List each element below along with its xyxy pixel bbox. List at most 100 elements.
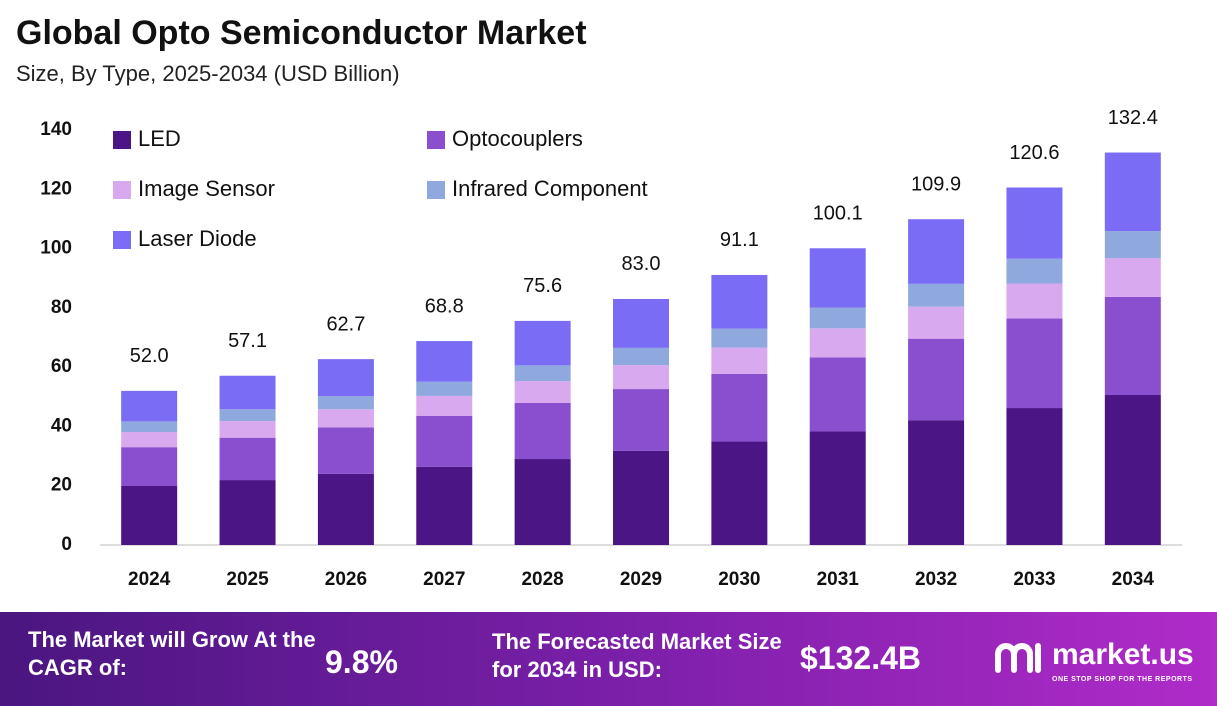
total-label: 100.1 — [813, 203, 863, 225]
bar-segment — [1104, 258, 1161, 297]
bar-segment — [711, 274, 768, 329]
bar-segment — [711, 373, 768, 442]
bar-segment — [219, 480, 276, 545]
legend-label: Laser Diode — [138, 226, 257, 251]
bar-segment — [121, 447, 178, 487]
bar-segment — [514, 459, 571, 545]
y-tick-label: 120 — [40, 178, 72, 199]
bar-segment — [1006, 318, 1063, 409]
bar-segment — [317, 427, 374, 474]
bar-segment — [908, 219, 965, 284]
bar-segment — [809, 248, 866, 308]
y-tick-label: 40 — [51, 415, 72, 436]
bar-segment — [613, 298, 669, 348]
total-label: 57.1 — [228, 330, 267, 352]
bar-segment — [1006, 283, 1063, 319]
bar-segment — [1006, 408, 1063, 545]
bar-segment — [1104, 395, 1161, 545]
bar-segment — [809, 431, 866, 545]
y-tick-label: 80 — [51, 297, 72, 318]
forecast-text: The Forecasted Market Size for 2034 in U… — [492, 629, 782, 682]
bar-segment — [809, 357, 866, 432]
legend-label: LED — [138, 126, 181, 151]
bar-segment — [416, 415, 473, 467]
tagline: ONE STOP SHOP FOR THE REPORTS — [1052, 676, 1193, 683]
x-tick-label: 2031 — [817, 569, 860, 590]
bar-segment — [121, 421, 178, 433]
bar-segment — [613, 365, 669, 390]
total-label: 109.9 — [911, 174, 961, 196]
chart-title: Global Opto Semiconductor Market — [16, 14, 587, 52]
legend-swatch — [113, 231, 131, 249]
x-tick-label: 2033 — [1013, 569, 1055, 590]
y-tick-label: 60 — [51, 356, 72, 377]
bar-segment — [219, 437, 276, 481]
legend-label: Image Sensor — [138, 176, 275, 201]
bar-segment — [121, 486, 178, 545]
cagr-value: 9.8% — [325, 644, 398, 680]
forecast-value: $132.4B — [800, 640, 921, 676]
bar-segment — [908, 338, 965, 421]
total-label: 91.1 — [720, 229, 759, 251]
bar-segment — [908, 420, 965, 545]
x-tick-label: 2024 — [128, 569, 171, 590]
bar-segment — [1006, 187, 1063, 259]
total-label: 132.4 — [1108, 107, 1158, 129]
total-label: 120.6 — [1009, 142, 1059, 164]
x-tick-label: 2026 — [325, 569, 367, 590]
bar-segment — [219, 409, 276, 422]
bar-segment — [121, 390, 178, 422]
legend-swatch — [427, 131, 445, 149]
y-tick-label: 20 — [51, 475, 72, 496]
legend-label: Infrared Component — [452, 176, 648, 201]
bar-segment — [514, 320, 571, 366]
total-label: 52.0 — [130, 345, 169, 367]
total-label: 62.7 — [326, 313, 365, 335]
bar-segment — [317, 396, 374, 410]
bar-segment — [416, 395, 473, 416]
x-tick-label: 2032 — [915, 569, 957, 590]
bar-segment — [1104, 231, 1161, 259]
bar-segment — [613, 347, 669, 366]
y-tick-label: 0 — [61, 534, 72, 555]
bar-segment — [613, 450, 669, 545]
y-tick-label: 140 — [40, 119, 72, 140]
legend-label: Optocouplers — [452, 126, 583, 151]
bar-segment — [1006, 258, 1063, 284]
bar-segment — [121, 432, 178, 448]
bar-segment — [514, 403, 571, 460]
bar-segment — [514, 381, 571, 404]
bar-segment — [317, 359, 374, 397]
total-label: 75.6 — [523, 275, 562, 297]
x-tick-label: 2025 — [226, 569, 269, 590]
chart-subtitle: Size, By Type, 2025-2034 (USD Billion) — [16, 61, 400, 86]
bar-segment — [514, 365, 571, 382]
bar-segment — [809, 307, 866, 329]
x-tick-label: 2029 — [620, 569, 662, 590]
bar-segment — [908, 283, 965, 307]
total-label: 68.8 — [425, 295, 464, 317]
total-label: 83.0 — [622, 253, 661, 275]
x-tick-label: 2027 — [423, 569, 465, 590]
bar-segment — [219, 375, 276, 410]
legend-swatch — [113, 181, 131, 199]
logo: market.us — [1052, 638, 1194, 671]
legend-swatch — [113, 131, 131, 149]
x-tick-label: 2034 — [1112, 569, 1155, 590]
bar-segment — [613, 389, 669, 451]
bar-segment — [711, 441, 768, 545]
bar-segment — [711, 328, 768, 348]
bar-segment — [1104, 152, 1161, 232]
bar-segment — [711, 347, 768, 374]
bar-segment — [317, 409, 374, 428]
x-tick-label: 2028 — [521, 569, 563, 590]
y-tick-label: 100 — [40, 238, 72, 259]
bar-segment — [416, 341, 473, 382]
bar-segment — [219, 421, 276, 438]
bar-segment — [416, 381, 473, 396]
bar-segment — [809, 328, 866, 358]
legend-swatch — [427, 181, 445, 199]
bar-segment — [1104, 296, 1161, 396]
bar-segment — [416, 466, 473, 545]
